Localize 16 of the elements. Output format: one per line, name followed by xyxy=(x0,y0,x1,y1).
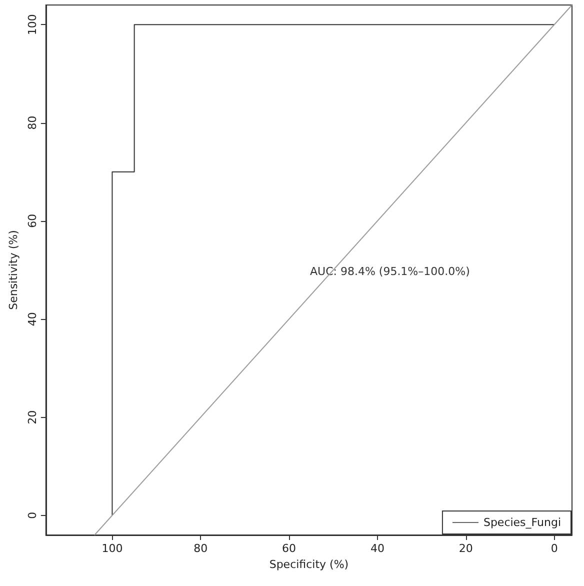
x-tick-label: 80 xyxy=(194,542,208,555)
annotation: AUC: 98.4% (95.1%–100.0%) xyxy=(310,265,470,278)
x-tick-label: 0 xyxy=(550,542,558,555)
x-tick-label: 40 xyxy=(370,542,384,555)
x-tick-label: 60 xyxy=(282,542,296,555)
y-tick-label: 20 xyxy=(26,410,39,424)
y-tick-label: 80 xyxy=(26,116,39,130)
x-tick-label: 100 xyxy=(102,542,123,555)
x-axis-title: Specificity (%) xyxy=(269,558,349,571)
y-axis-title: Sensitivity (%) xyxy=(7,230,20,310)
y-tick-label: 60 xyxy=(26,214,39,228)
y-tick-label: 0 xyxy=(26,512,39,519)
y-tick-label: 40 xyxy=(26,312,39,326)
x-tick-label: 20 xyxy=(458,542,473,555)
legend-label: Species_Fungi xyxy=(483,516,562,529)
y-tick-label: 100 xyxy=(26,14,39,36)
